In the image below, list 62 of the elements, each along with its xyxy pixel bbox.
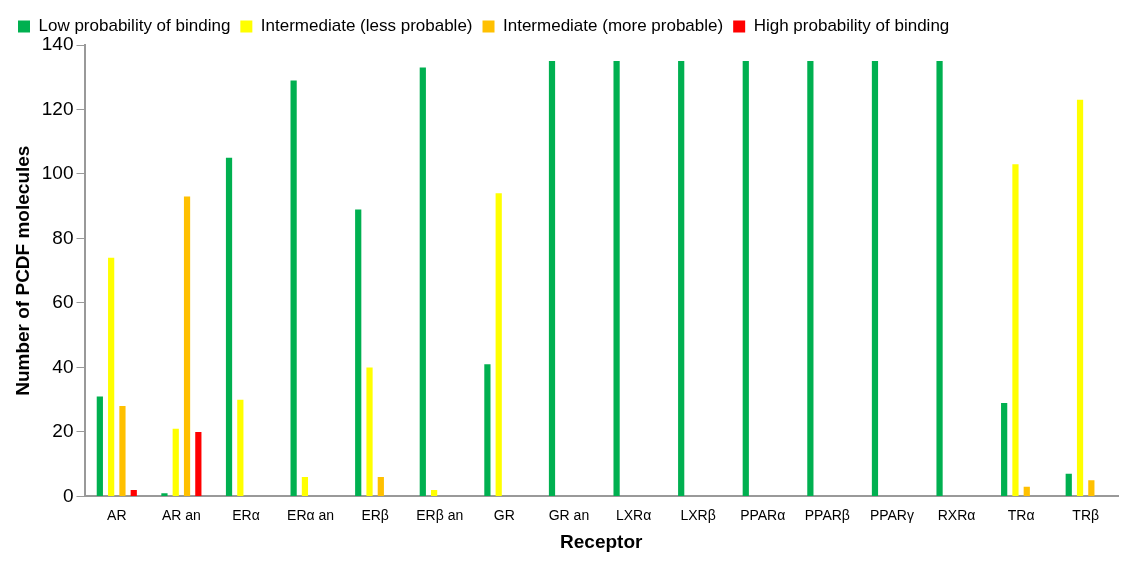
x-tick-label: ERα an <box>287 506 335 523</box>
x-tick-label: AR an <box>161 506 201 523</box>
bar <box>366 367 373 496</box>
bar <box>1023 486 1030 496</box>
x-tick-label: PPARβ <box>804 506 850 523</box>
bar <box>419 67 426 496</box>
y-tick-label: 0 <box>62 484 74 506</box>
x-tick-label: TRβ <box>1072 506 1100 523</box>
bar <box>936 61 943 496</box>
legend-label: Low probability of binding <box>38 16 231 36</box>
bar <box>355 209 362 496</box>
y-tick-label: 140 <box>41 33 74 55</box>
x-axis-title: Receptor <box>560 530 644 552</box>
legend-label: Intermediate (more probable) <box>503 16 724 36</box>
bar <box>1012 164 1019 496</box>
bar <box>96 396 103 496</box>
x-tick-label: PPARγ <box>869 506 914 523</box>
bar <box>613 61 620 496</box>
y-tick-label: 100 <box>41 162 74 184</box>
x-tick-label: ERβ <box>361 506 389 523</box>
bar <box>742 61 749 496</box>
x-tick-label: TRα <box>1007 506 1035 523</box>
x-tick-label: GR an <box>548 506 590 523</box>
bar <box>119 406 126 496</box>
x-tick-label: PPARα <box>740 506 786 523</box>
bar <box>1076 99 1084 496</box>
y-tick-label: 60 <box>52 291 74 313</box>
legend-label: High probability of binding <box>753 16 950 36</box>
bar <box>301 477 309 496</box>
x-tick-label: LXRα <box>615 506 652 523</box>
bar <box>1088 480 1095 496</box>
x-tick-label: LXRβ <box>680 506 716 523</box>
bar <box>161 493 168 496</box>
bar <box>225 157 233 496</box>
bar <box>290 80 297 496</box>
bar <box>678 61 685 496</box>
bar <box>807 61 814 496</box>
x-tick-label: GR <box>493 506 515 523</box>
bar <box>484 364 491 496</box>
bar <box>377 477 384 496</box>
y-tick-label: 120 <box>41 97 74 119</box>
bar <box>871 61 879 496</box>
bar <box>130 489 137 496</box>
bar <box>108 257 115 496</box>
y-tick-label: 20 <box>52 420 74 442</box>
bar <box>548 61 556 496</box>
bar <box>1065 473 1072 496</box>
y-axis-title: Number of PCDF molecules <box>11 145 33 396</box>
x-tick-label: ERα <box>232 506 260 523</box>
legend-label: Intermediate (less probable) <box>260 16 473 36</box>
bar <box>195 431 202 496</box>
bar <box>237 399 244 496</box>
x-tick-label: AR <box>107 506 127 523</box>
bar <box>431 489 438 496</box>
bar <box>495 193 502 496</box>
bar <box>172 428 179 496</box>
y-tick-label: 80 <box>52 226 74 248</box>
bar <box>183 196 191 496</box>
x-tick-label: ERβ an <box>416 506 464 523</box>
x-tick-label: RXRα <box>937 506 976 523</box>
bar <box>1001 402 1008 496</box>
y-tick-label: 40 <box>52 355 74 377</box>
